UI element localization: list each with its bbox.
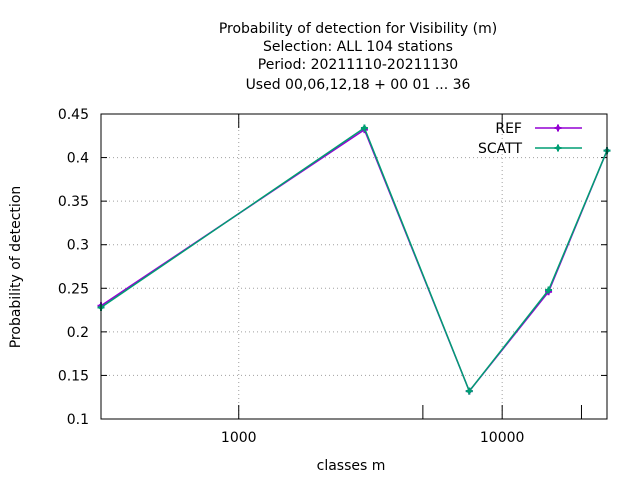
legend-marker-ref-dot: [555, 125, 561, 131]
y-tick-label: 0.25: [58, 281, 89, 297]
y-tick-label: 0.3: [67, 238, 89, 254]
series-line-ref: [100, 128, 608, 393]
x-tick-label: 1000: [221, 430, 257, 446]
axis-ticks: 0.1 0.15 0.2 0.25 0.3 0.35 0.4 0.45 1000 10000: [58, 107, 607, 446]
y-tick-label: 0.35: [58, 194, 89, 210]
title-line-3: Period: 20211110-20211130: [258, 57, 458, 73]
data-point-scatt-dot: [362, 125, 367, 131]
legend: REF SCATT: [478, 121, 582, 157]
series: [97, 124, 611, 395]
y-tick-label: 0.15: [58, 368, 89, 384]
chart-title: Probability of detection for Visibility …: [219, 21, 497, 93]
data-point-scatt-dot: [546, 287, 551, 293]
grid: [101, 114, 607, 419]
x-tick-label: 10000: [480, 430, 525, 446]
legend-label-scatt: SCATT: [478, 141, 522, 157]
plot-frame: [100, 113, 608, 420]
title-line-2: Selection: ALL 104 stations: [263, 39, 453, 55]
series-line-scatt: [100, 126, 608, 393]
x-axis-label: classes m: [317, 458, 386, 474]
y-tick-label: 0.45: [58, 107, 89, 123]
title-line-1: Probability of detection for Visibility …: [219, 21, 497, 37]
y-tick-label: 0.4: [67, 151, 89, 167]
legend-label-ref: REF: [495, 121, 522, 137]
y-tick-label: 0.2: [67, 325, 89, 341]
y-tick-label: 0.1: [67, 412, 89, 428]
y-axis-label: Probability of detection: [8, 186, 24, 349]
title-line-4: Used 00,06,12,18 + 00 01 ... 36: [246, 77, 471, 93]
legend-marker-scatt-dot: [555, 145, 561, 151]
data-point-scatt-dot: [467, 388, 472, 394]
